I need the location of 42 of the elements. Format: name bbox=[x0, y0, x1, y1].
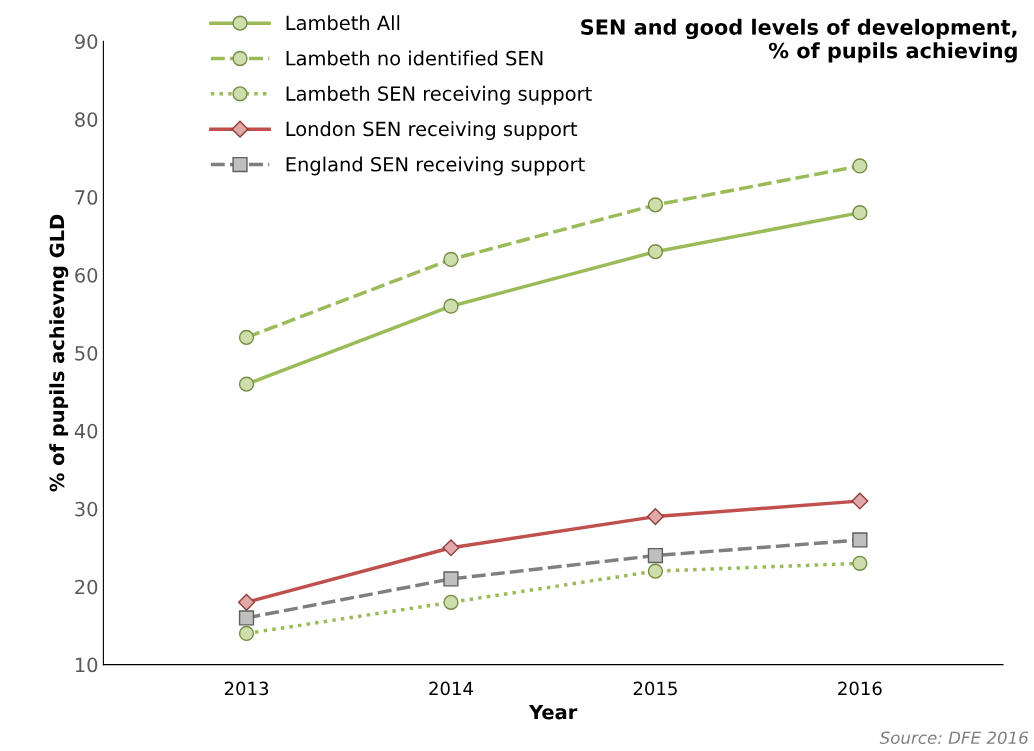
point bbox=[646, 508, 664, 526]
y-tick-label: 40 bbox=[74, 423, 98, 439]
legend-label: England SEN receiving support bbox=[286, 156, 585, 176]
point bbox=[647, 244, 664, 260]
point bbox=[852, 555, 868, 571]
point bbox=[443, 571, 459, 587]
y-tick-label: 60 bbox=[75, 268, 98, 283]
point bbox=[443, 298, 459, 314]
y-tick-label: 70 bbox=[75, 190, 98, 205]
x-tick-label: 2013 bbox=[224, 681, 269, 696]
legend-label: Lambeth All bbox=[286, 15, 400, 31]
point bbox=[442, 539, 460, 557]
legend-label: Lambeth no identified SEN bbox=[286, 50, 543, 66]
point bbox=[647, 563, 664, 579]
y-tick-label: 50 bbox=[75, 345, 98, 361]
point bbox=[238, 329, 255, 346]
chart-title: SEN and good levels of development, % of pupils achieving bbox=[581, 18, 1017, 63]
point bbox=[852, 205, 868, 221]
y-tick-label: 80 bbox=[75, 112, 98, 127]
point bbox=[647, 197, 664, 213]
point bbox=[238, 376, 255, 392]
legend-label: Lambeth SEN receiving support bbox=[286, 85, 592, 105]
y-axis-title: % of pupils achievng GLD bbox=[49, 214, 69, 492]
point bbox=[443, 594, 459, 610]
y-tick-label: 30 bbox=[75, 501, 98, 517]
point bbox=[852, 532, 868, 548]
legend-label: London SEN receiving support bbox=[286, 121, 578, 141]
point bbox=[852, 158, 868, 174]
y-tick-label: 90 bbox=[75, 34, 98, 49]
x-tick-label: 2015 bbox=[633, 681, 677, 696]
x-tick-label: 2014 bbox=[429, 681, 473, 696]
x-axis-title: Year bbox=[528, 704, 578, 720]
point bbox=[238, 625, 255, 642]
point bbox=[851, 492, 869, 510]
point bbox=[443, 251, 459, 268]
x-tick-label: 2016 bbox=[838, 681, 882, 696]
y-tick-label: 20 bbox=[75, 579, 98, 595]
point bbox=[647, 547, 664, 564]
source-note: Source: DFE 2016 bbox=[879, 731, 1029, 745]
point bbox=[238, 610, 255, 626]
y-tick-label: 10 bbox=[75, 657, 98, 673]
point bbox=[237, 593, 256, 611]
